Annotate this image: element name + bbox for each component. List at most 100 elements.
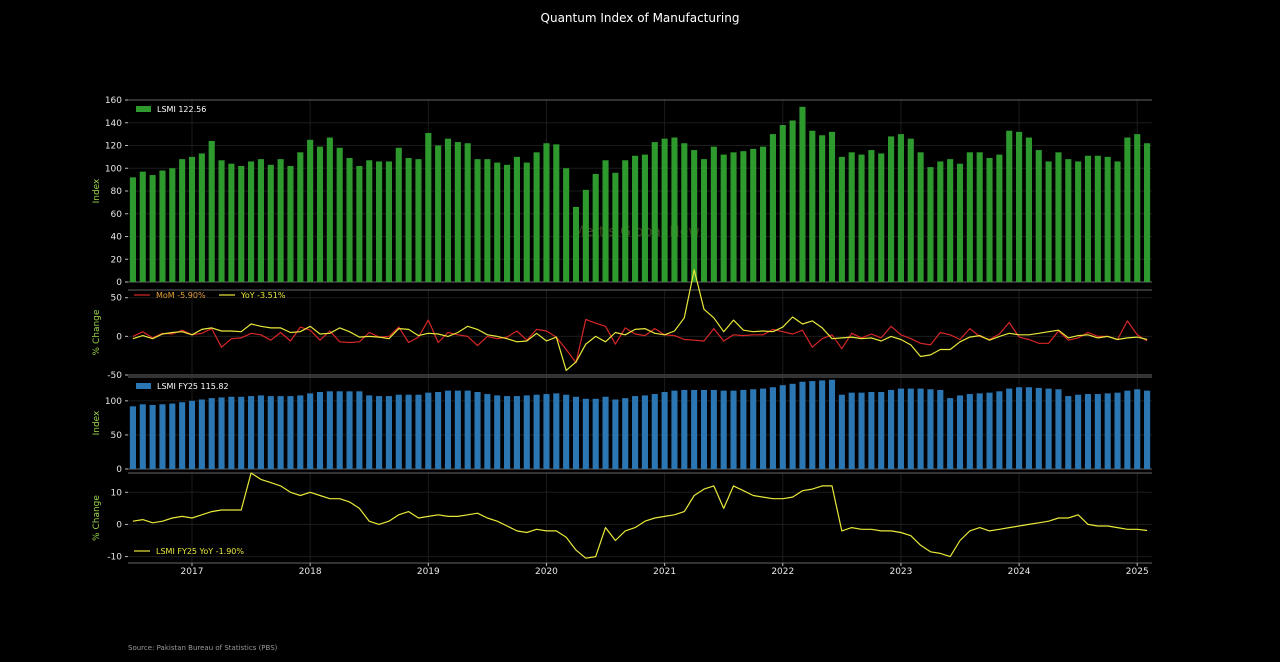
bar [129,406,136,469]
bar [937,389,944,469]
bar [681,389,688,469]
bar [1006,388,1013,469]
bar [1035,150,1042,282]
bar [395,394,402,469]
bar [809,130,816,282]
bar [385,396,392,469]
bar [228,396,235,469]
bar [691,389,698,469]
bar [543,143,550,282]
bar [1035,387,1042,469]
x-tick-label: 2022 [771,567,794,577]
panel-pct_change: -50 0 50 % Change MoM -5.90% YoY -3.51% [92,269,1152,381]
bar [277,159,284,282]
bar [1144,390,1151,469]
bar [819,380,826,469]
bar [789,383,796,469]
bar [563,168,570,282]
bar [1084,155,1092,282]
bar [474,159,481,282]
bar [179,159,186,282]
bar [799,106,806,282]
bar [1025,387,1032,469]
bar [779,125,786,283]
bar [287,396,294,469]
bar [267,164,274,282]
bar [750,389,757,469]
bar [750,148,757,282]
bar [897,134,904,282]
x-tick-label: 2024 [1008,567,1031,577]
bar [710,389,717,469]
bar [208,398,215,469]
bar [405,158,412,282]
bar [700,389,708,469]
bar [917,388,924,469]
bar [415,159,422,282]
bar [543,394,550,469]
bar [700,159,708,282]
bar [563,394,570,469]
bar [907,388,914,469]
bar [188,156,196,282]
bar [169,403,176,469]
bar [868,391,875,469]
bar [760,146,767,282]
bar [1104,156,1111,282]
chart-title: Quantum Index of Manufacturing [541,11,740,25]
bar [1075,161,1082,282]
y-tick-label: 0 [116,465,122,475]
bar [809,381,816,469]
bar [1124,137,1131,282]
bar [671,390,678,469]
bar [602,160,609,282]
bar [316,146,324,282]
bar [592,173,599,282]
bar [336,391,343,469]
y-tick-label: 160 [105,96,122,106]
bar [1144,143,1151,282]
bar [986,392,993,469]
bar [366,160,373,282]
bar [1094,155,1101,282]
bar [435,391,442,469]
bar [760,388,767,469]
series-line-0 [132,472,1148,559]
bar [769,134,776,282]
y-tick-label: 50 [111,431,123,441]
y-axis-label: Index [92,178,102,203]
bar [730,152,737,282]
bar [720,390,727,469]
bar [986,158,993,282]
bar [1134,389,1141,469]
bar [769,387,776,469]
bar [297,395,304,469]
bar [198,399,205,469]
bar [1016,131,1023,282]
bar [523,395,530,469]
x-tick-label: 2020 [535,567,558,577]
bar [572,396,580,469]
bar [888,389,895,469]
series-line-1 [132,269,1148,371]
bar [248,161,255,282]
bar [838,394,845,469]
bar [602,396,609,469]
bar [1065,396,1072,469]
bar [326,137,333,282]
bar [1104,393,1111,469]
bar [641,395,648,469]
bar [947,398,954,469]
bar [956,395,964,469]
bar [730,390,737,469]
bar [622,398,629,469]
bar [848,152,855,282]
panel-lsmi: 0 20 40 60 80 100 120 140 160 Index LSMI 122.56 [92,96,1152,288]
bar [819,135,826,282]
bar [484,159,491,282]
legend-label: MoM -5.90% [156,291,206,300]
bar [179,402,186,469]
bar [828,379,836,469]
legend-label: LSMI FY25 115.82 [157,382,229,391]
